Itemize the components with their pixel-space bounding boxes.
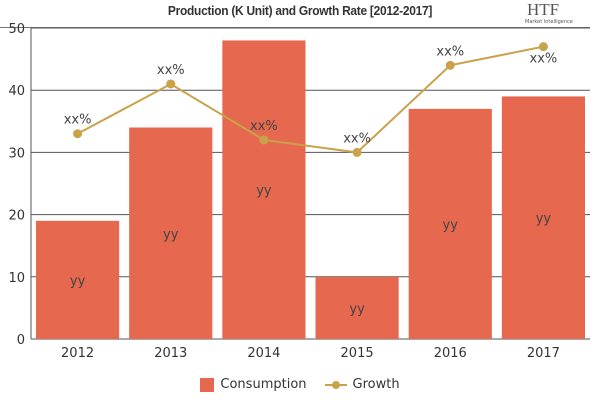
y-tick-label: 10 [8, 271, 25, 286]
legend-label: Consumption [220, 377, 307, 392]
bar-consumption [36, 220, 120, 339]
legend-item-consumption[interactable]: Consumption [200, 377, 307, 392]
legend-swatch-growth [324, 378, 347, 392]
growth-data-label: xx% [436, 44, 464, 59]
growth-data-label: xx% [64, 113, 92, 128]
bar-data-label: yy [349, 302, 365, 317]
growth-data-label: xx% [530, 52, 558, 67]
logo-text: HTF [527, 0, 560, 19]
x-tick-label: 2013 [154, 346, 187, 361]
growth-point [445, 60, 455, 70]
y-tick-label: 30 [8, 146, 25, 161]
growth-data-label: xx% [157, 63, 185, 78]
bar-data-label: yy [256, 184, 272, 199]
legend-item-growth[interactable]: Growth [324, 377, 400, 392]
legend-label: Growth [352, 377, 400, 392]
bar-data-label: yy [70, 274, 86, 289]
chart-title: Production (K Unit) and Growth Rate [201… [167, 3, 433, 18]
x-tick-label: 2017 [527, 346, 560, 361]
bar-consumption [315, 276, 399, 339]
growth-point [538, 42, 548, 52]
bar-consumption [408, 108, 492, 339]
y-tick-label: 50 [8, 22, 25, 37]
bar-consumption [129, 127, 213, 340]
chart-plot: 0 10 20 30 40 50 yy 2012 yy 2013 yy 2014 yy 2015 yy 201… [8, 22, 590, 361]
x-tick-label: 2014 [247, 346, 280, 361]
bar-data-label: yy [536, 212, 552, 227]
bar-consumption [222, 40, 306, 339]
growth-data-label: xx% [343, 131, 371, 146]
logo-subtext: Market Intelligence [525, 19, 573, 25]
growth-point [166, 79, 176, 89]
growth-point [352, 147, 362, 157]
growth-line [77, 45, 544, 154]
y-tick-label: 20 [8, 209, 25, 224]
x-tick-label: 2015 [341, 346, 374, 361]
x-tick-label: 2016 [434, 346, 467, 361]
y-tick-label: 0 [17, 333, 25, 348]
bar-data-label: yy [163, 227, 179, 242]
legend: Consumption Growth [0, 377, 600, 392]
bar-consumption [501, 96, 585, 339]
growth-point [73, 129, 83, 139]
growth-point [259, 135, 269, 145]
legend-swatch-consumption [200, 377, 215, 392]
bar-data-label: yy [443, 218, 459, 233]
htf-logo: HTF Market Intelligence [523, 0, 583, 27]
x-tick-label: 2012 [61, 346, 94, 361]
y-tick-label: 40 [8, 84, 25, 99]
growth-data-label: xx% [250, 119, 278, 134]
